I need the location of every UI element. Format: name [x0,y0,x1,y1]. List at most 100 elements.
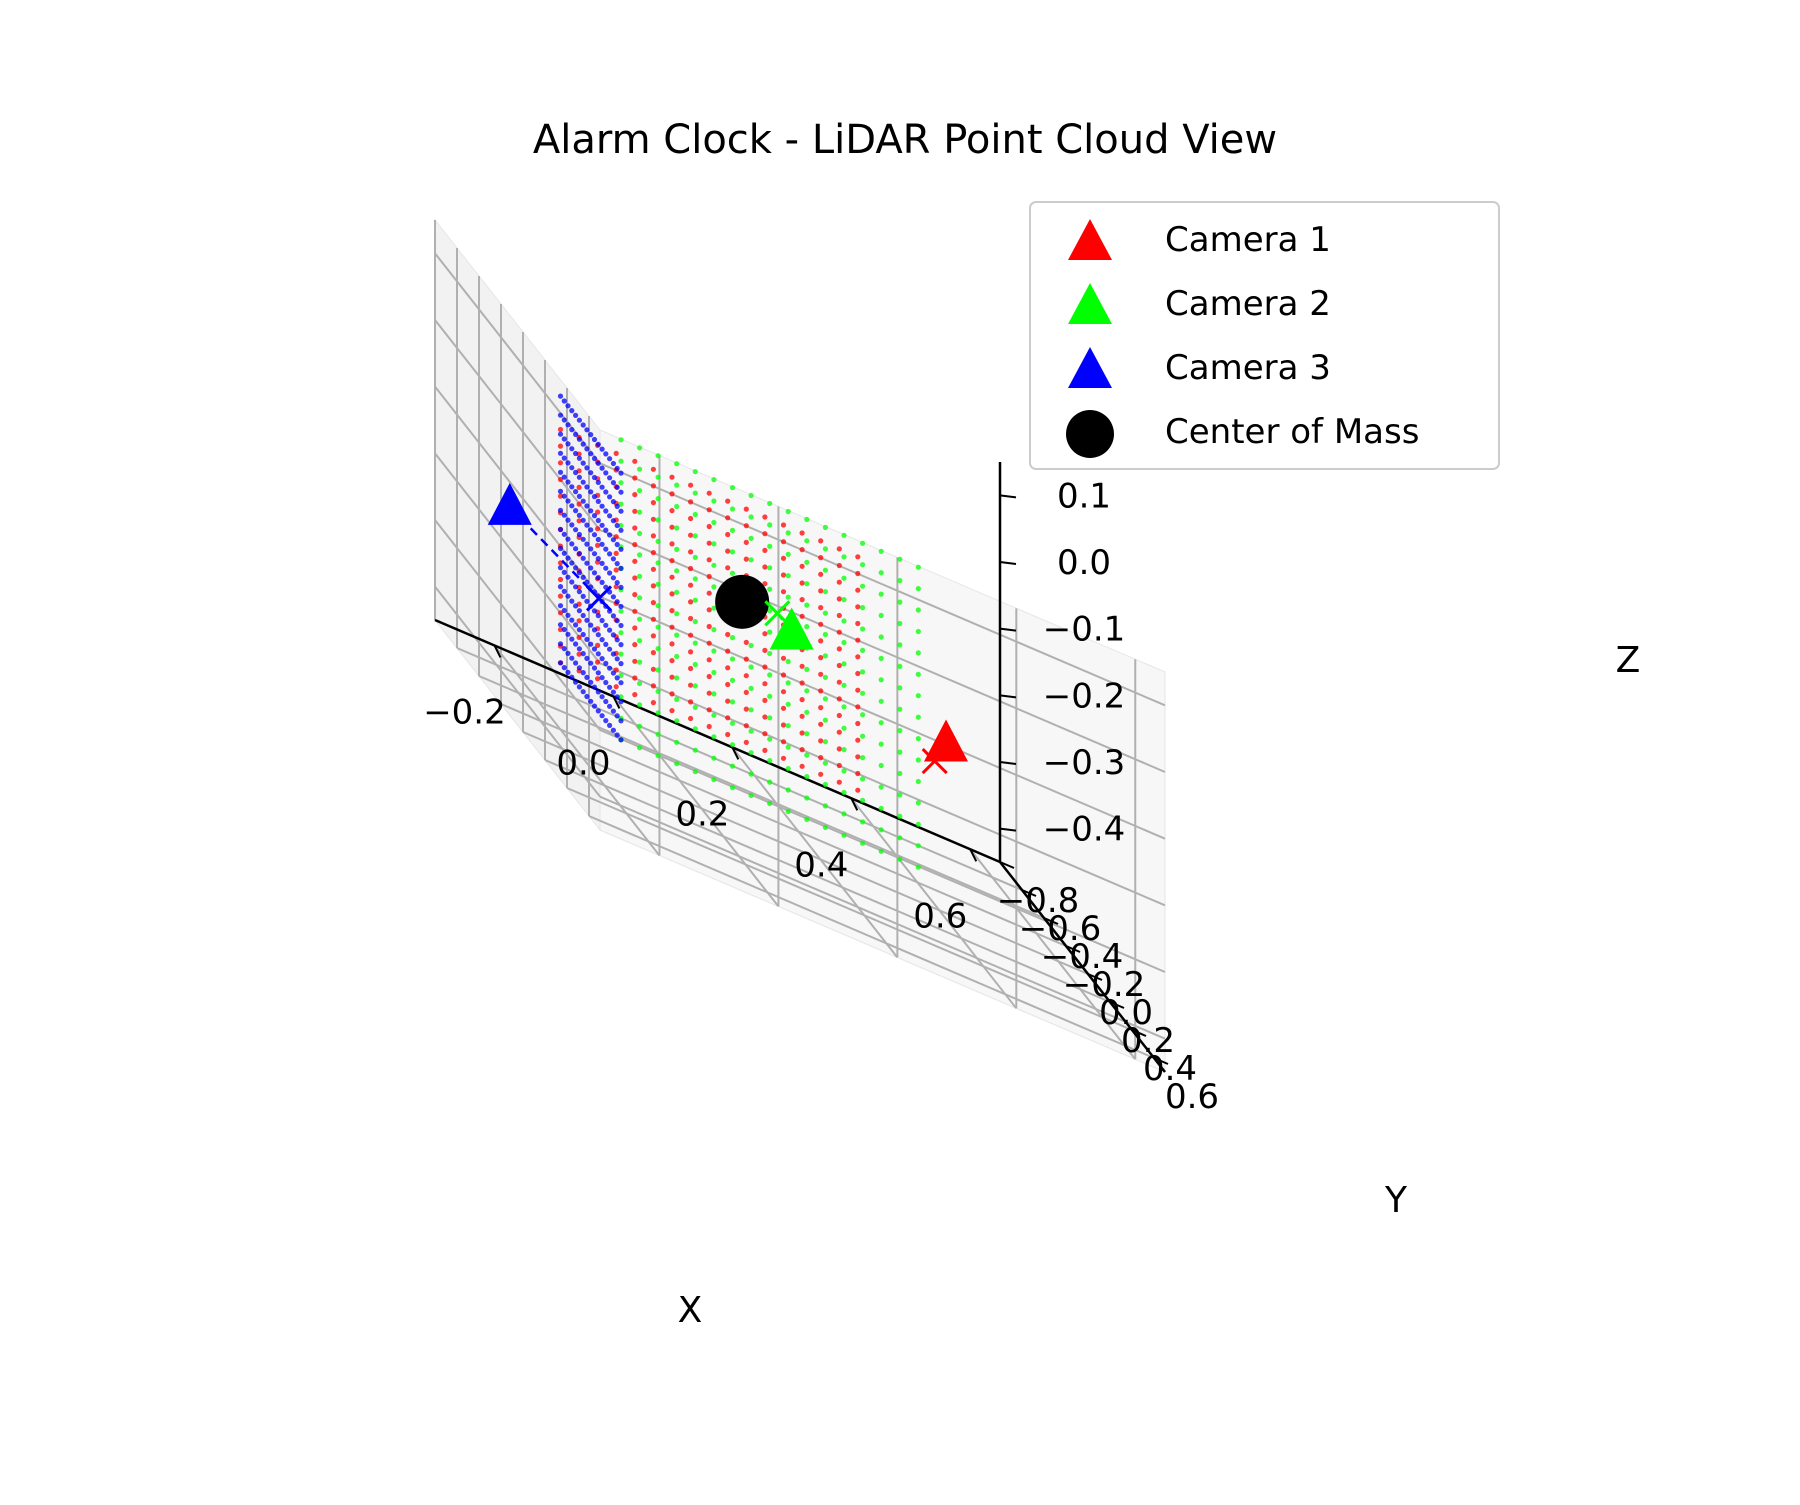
lidar-point [780,572,787,578]
lidar-point [692,661,698,668]
lidar-point [692,490,698,496]
lidar-point [855,570,861,577]
lidar-point [580,536,586,542]
lidar-point [561,607,567,614]
lidar-point [557,460,564,466]
lidar-point [706,490,712,496]
lidar-point [576,618,582,624]
lidar-point [785,787,791,793]
lidar-point [607,646,613,652]
lidar-point [599,541,605,547]
lidar-point [669,508,675,514]
lidar-point [599,560,605,567]
lidar-point [785,530,791,536]
lidar-point [580,460,586,466]
lidar-point [632,475,638,481]
lidar-point [599,637,605,643]
lidar-point [557,450,564,456]
lidar-point [878,612,884,619]
lidar-point [637,680,643,687]
lidar-point [706,640,712,646]
lidar-point [804,752,810,758]
lidar-point [650,566,657,572]
lidar-point [580,498,586,504]
lidar-point [688,582,694,588]
lidar-point [603,546,609,552]
lidar-point [799,763,805,769]
lidar-point [669,524,675,530]
lidar-point [561,646,567,652]
lidar-point [748,685,754,692]
lidar-point [748,792,754,799]
lidar-point [637,659,643,665]
lidar-point [725,565,731,571]
lidar-point [878,784,884,790]
lidar-point [591,646,598,652]
z-tick-mark [999,627,1017,632]
x-tick-mark [731,746,740,760]
z-tick-mark [999,827,1017,832]
lidar-point [836,612,842,619]
left-pane [434,218,601,832]
lidar-point [725,498,731,504]
lidar-point [557,641,564,647]
lidar-point [674,696,680,703]
lidar-point [584,427,590,433]
lidar-point [603,718,609,724]
lidar-point [762,747,768,754]
lidar-point [841,554,847,560]
lidar-point [725,698,731,704]
lidar-point [729,527,736,534]
lidar-point [565,498,571,504]
lidar-point [799,713,805,719]
lidar-point [573,489,579,495]
lidar-point [822,803,829,809]
lidar-point [860,712,866,718]
lidar-point [632,675,638,681]
z-tick-label: 0.0 [1057,543,1111,583]
y-tick-mark [1021,889,1037,897]
lidar-point [767,500,773,507]
lidar-point [674,525,680,531]
lidar-point [595,632,601,638]
lidar-point [576,665,583,671]
lidar-point [780,689,787,695]
lidar-point [595,498,601,504]
lidar-point [591,436,598,443]
lidar-point [637,488,643,494]
lidar-point [614,675,620,681]
lidar-point [565,669,571,676]
lidar-point [725,715,731,721]
lidar-point [573,508,579,514]
lidar-point [688,649,694,655]
lidar-point [841,725,847,731]
lidar-point [565,612,571,618]
lidar-point [799,697,805,703]
lidar-point [860,562,866,568]
lidar-point [576,634,582,641]
lidar-point [580,555,586,561]
lidar-point [836,746,842,752]
lidar-point [729,763,736,769]
lidar-point [569,598,575,604]
lidar-point [573,660,579,666]
lidar-point [580,689,586,695]
lidar-point [576,436,583,442]
lidar-point [841,639,847,646]
gridline [434,319,601,531]
lidar-point [692,597,698,603]
lidar-point [804,516,810,523]
lidar-point [618,546,624,552]
lidar-point [650,483,657,489]
lidar-point [729,699,736,705]
lidar-point [841,682,847,688]
lidar-point [743,556,749,562]
lidar-point [785,658,791,665]
lidar-point [655,731,661,737]
lidar-point [780,755,787,761]
lidar-point [818,555,824,561]
lidar-point [762,664,768,670]
lidar-point [818,705,824,711]
lidar-point [860,626,866,632]
